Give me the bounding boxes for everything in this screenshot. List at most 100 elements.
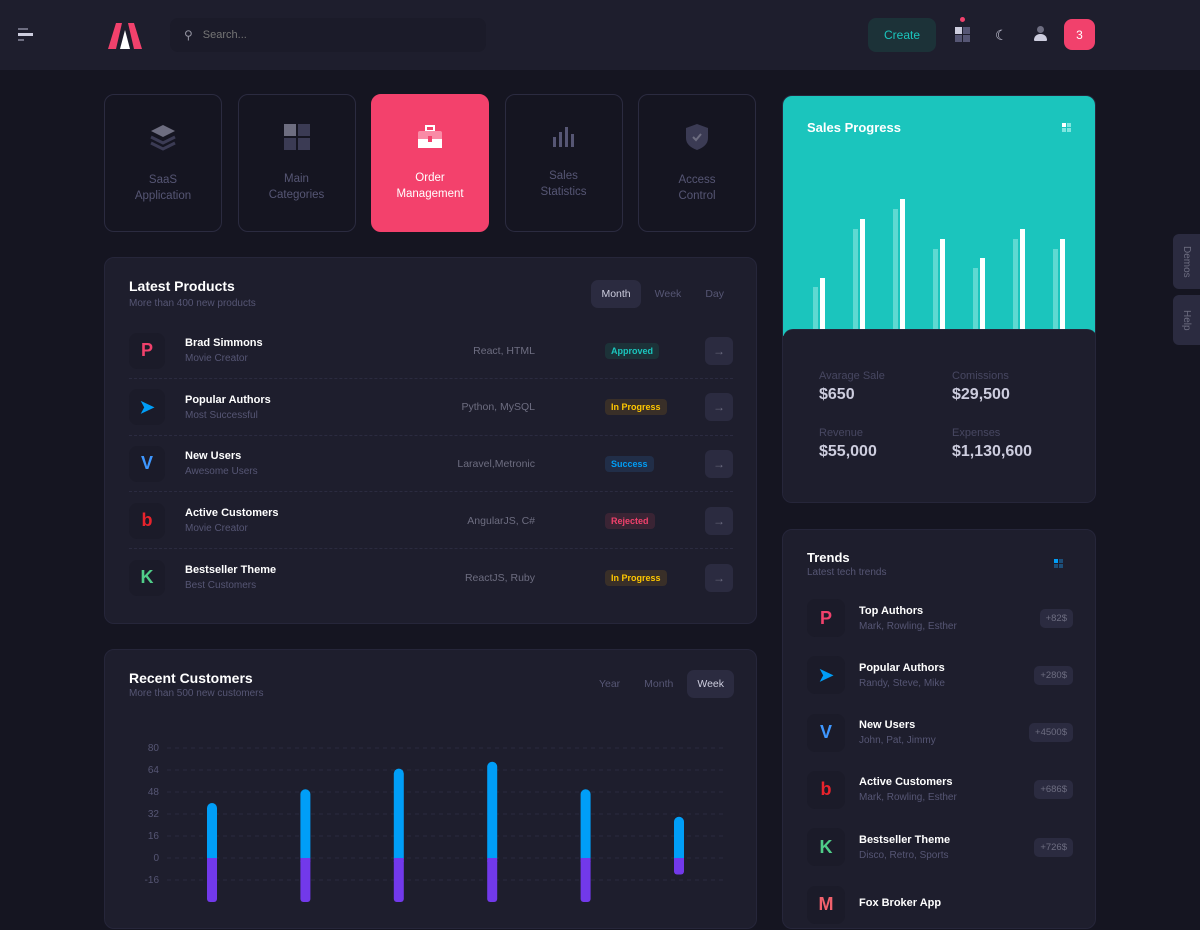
tile-application[interactable]: SaaS Application (104, 94, 222, 232)
create-button[interactable]: Create (868, 18, 936, 52)
tile-label-line: Main (284, 172, 309, 185)
stat-label: Revenue (819, 427, 864, 439)
user-icon[interactable] (1033, 26, 1048, 43)
tab-day[interactable]: Day (705, 288, 724, 300)
trend-name[interactable]: Active Customers (859, 776, 953, 789)
tile-categories[interactable]: Main Categories (237, 94, 356, 232)
trend-row: b Active Customers Mark, Rowling, Esther +6… (807, 770, 1073, 810)
product-name[interactable]: Bestseller Theme (185, 564, 277, 577)
card-title: Latest Products (129, 278, 235, 294)
tab-week[interactable]: Week (687, 670, 734, 698)
sales-bar-secondary (1013, 239, 1018, 330)
tile-label-line: Sales (549, 169, 578, 182)
trend-name[interactable]: New Users (859, 719, 916, 732)
y-tick-label: 80 (148, 743, 160, 754)
search-input[interactable] (202, 29, 463, 41)
tile-statistics[interactable]: Sales Statistics (504, 94, 623, 232)
bar-negative-cap (487, 858, 498, 862)
stat-item: Comissions $29,500 (952, 370, 1010, 404)
product-row: P Brad Simmons Movie Creator React, HTML App… (129, 323, 733, 379)
tile-label-line: Categories (268, 188, 325, 201)
product-tech: Laravel,Metronic (457, 457, 535, 470)
tile-label-line: Order (415, 171, 445, 184)
apps-grid-icon[interactable] (955, 27, 970, 42)
bar-negative-cap (207, 858, 217, 862)
card-title: Recent Customers (129, 670, 253, 686)
notifications-badge[interactable]: 3 (1064, 19, 1095, 50)
sales-bar-secondary (853, 229, 858, 330)
tile-label-line: Statistics (540, 185, 587, 198)
sales-bar-secondary (933, 249, 938, 330)
trend-name[interactable]: Top Authors (859, 604, 924, 617)
tile-control[interactable]: Access Control (638, 94, 756, 232)
notification-dot (960, 17, 965, 22)
help-tab[interactable]: Help (1173, 295, 1200, 345)
tab-year[interactable]: Year (598, 678, 621, 690)
briefcase-icon (417, 124, 443, 154)
trend-name[interactable]: Popular Authors (859, 661, 945, 674)
arrow-right-button[interactable]: → (705, 563, 733, 592)
product-name[interactable]: New Users (185, 450, 242, 463)
status-badge: Rejected (605, 512, 655, 529)
search-bar[interactable]: ⚲ (170, 18, 486, 52)
sales-progress-card: Sales Progress Avarage Sale $650 Comission… (782, 95, 1096, 503)
tile-label: Sales Statistics (540, 168, 586, 200)
sales-bar-primary (980, 258, 985, 330)
tile-label: Order Management (396, 170, 463, 202)
trend-value-badge: +82$ (1039, 608, 1073, 628)
bar-positive (207, 803, 217, 863)
trend-value-badge: +280$ (1034, 665, 1073, 685)
trend-subtitle: John, Pat, Jimmy (859, 735, 936, 747)
arrow-right-button[interactable]: → (705, 336, 733, 365)
y-tick-label: -16 (145, 875, 160, 886)
tile-label-line: Application (134, 189, 192, 202)
status-badge: Approved (605, 342, 660, 359)
tile-label-line: Management (396, 187, 464, 200)
sales-bar-primary (1060, 239, 1065, 330)
trends-card: Trends Latest tech trends P Top Authors Mar… (782, 529, 1096, 929)
brand-logo-icon: V (129, 445, 165, 482)
trend-name[interactable]: Fox Broker App (859, 896, 942, 909)
stat-value: $650 (819, 386, 855, 403)
product-tech: Python, MySQL (461, 401, 535, 414)
sales-bar-secondary (813, 287, 818, 330)
tile-management[interactable]: Order Management (371, 94, 489, 232)
product-name[interactable]: Brad Simmons (185, 337, 263, 349)
stat-value: $29,500 (952, 386, 1010, 403)
arrow-right-button[interactable]: → (705, 449, 733, 478)
bar-negative (580, 858, 591, 902)
bar-chart-icon (552, 126, 576, 152)
card-title: Sales Progress (807, 120, 901, 135)
tile-label: SaaS Application (135, 172, 191, 204)
latest-products-card: Latest Products More than 400 new product… (104, 257, 757, 624)
tile-label: Access Control (678, 172, 715, 204)
tab-month[interactable]: Month (644, 678, 674, 690)
product-subtitle: Best Customers (185, 580, 257, 592)
y-tick-label: 64 (148, 765, 160, 776)
tab-month[interactable]: Month (591, 280, 641, 308)
product-tech: AngularJS, C# (467, 514, 535, 527)
tab-week[interactable]: Week (654, 288, 682, 300)
trend-row: P Top Authors Mark, Rowling, Esther +82$ (807, 598, 1073, 638)
theme-moon-icon[interactable]: ☾ (995, 27, 1008, 43)
brand-logo-icon: b (129, 502, 165, 539)
trend-name[interactable]: Bestseller Theme (859, 833, 951, 846)
app-logo[interactable] (106, 22, 144, 50)
brand-logo-icon: P (129, 332, 165, 369)
sales-bar-primary (820, 278, 825, 330)
arrow-right-button[interactable]: → (705, 393, 733, 422)
trend-subtitle: Randy, Steve, Mike (859, 677, 945, 689)
bar-negative (207, 858, 217, 902)
bar-positive (393, 768, 404, 863)
bar-negative (300, 858, 311, 902)
product-name[interactable]: Popular Authors (185, 393, 271, 406)
status-badge: Success (605, 455, 654, 472)
product-row: b Active Customers Movie Creator AngularJS,… (129, 493, 733, 550)
demos-tab[interactable]: Demos (1173, 234, 1200, 289)
arrow-right-button[interactable]: → (705, 506, 733, 535)
menu-toggle-icon[interactable] (18, 28, 34, 42)
menu-dots-icon[interactable] (1062, 123, 1071, 132)
bar-negative-cap (674, 858, 684, 862)
menu-dots-icon[interactable] (1054, 559, 1063, 568)
product-name[interactable]: Active Customers (185, 507, 279, 520)
